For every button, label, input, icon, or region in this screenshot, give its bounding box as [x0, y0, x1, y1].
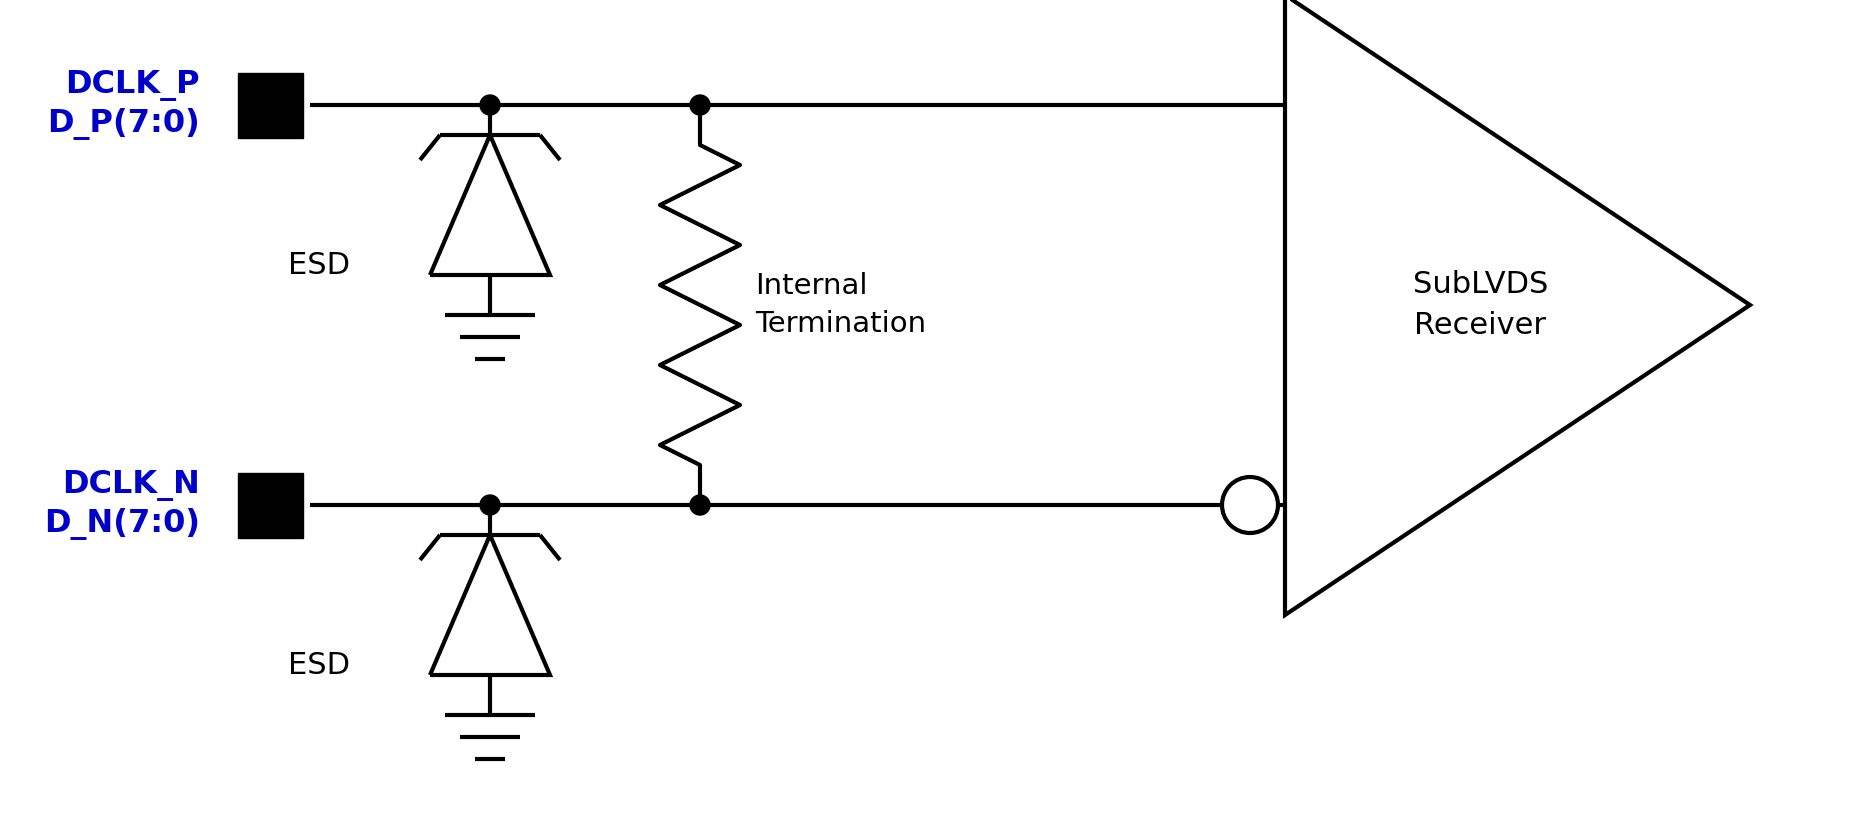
Text: SubLVDS
Receiver: SubLVDS Receiver — [1412, 270, 1549, 340]
Bar — [238, 72, 302, 137]
Circle shape — [690, 495, 711, 515]
Circle shape — [480, 95, 501, 115]
Polygon shape — [1284, 0, 1749, 615]
Polygon shape — [429, 135, 549, 275]
Text: Internal
Termination: Internal Termination — [756, 272, 926, 338]
Circle shape — [690, 95, 711, 115]
Circle shape — [480, 495, 501, 515]
Circle shape — [1222, 477, 1279, 533]
Bar — [238, 472, 302, 537]
Text: ESD: ESD — [289, 650, 351, 680]
Text: DCLK_P
D_P(7:0): DCLK_P D_P(7:0) — [47, 70, 201, 140]
Text: ESD: ESD — [289, 250, 351, 280]
Polygon shape — [429, 535, 549, 675]
Text: DCLK_N
D_N(7:0): DCLK_N D_N(7:0) — [43, 470, 201, 540]
